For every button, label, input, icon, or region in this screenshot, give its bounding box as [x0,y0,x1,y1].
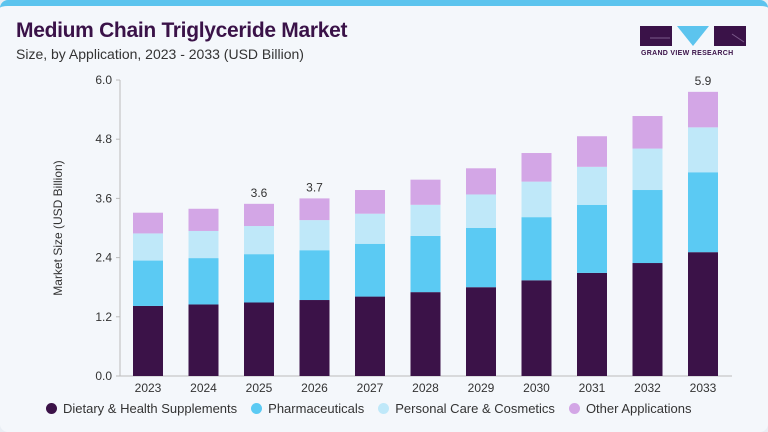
bar-segment-other-applications [577,136,607,167]
bar-segment-other-applications [632,116,663,149]
bar-segment-dietary-health-supplements [632,263,663,376]
bar-segment-dietary-health-supplements [355,296,385,376]
bar-segment-pharmaceuticals [355,243,385,297]
bar-segment-pharmaceuticals [133,260,163,306]
logo-mark-icon [640,26,746,46]
x-tick-label: 2023 [135,381,162,395]
bar-segment-personal-care-cosmetics [577,166,607,205]
bar-segment-dietary-health-supplements [133,305,163,376]
bar-segment-personal-care-cosmetics [133,233,163,261]
x-tick-label: 2024 [190,381,217,395]
total-label: 5.9 [695,74,712,88]
total-label: 3.6 [251,186,268,200]
y-tick-label: 2.4 [95,251,112,265]
legend-label: Other Applications [585,401,692,416]
x-tick-label: 2028 [412,381,439,395]
y-tick-label: 3.6 [95,191,112,205]
y-axis-label: Market Size (USD Billion) [51,160,65,295]
x-tick-label: 2025 [246,381,273,395]
bar-segment-pharmaceuticals [466,228,496,288]
bar-segment-pharmaceuticals [188,258,219,305]
legend-label: Pharmaceuticals [268,401,365,416]
bar-segment-personal-care-cosmetics [244,226,274,255]
legend-item: Pharmaceuticals [251,401,364,416]
legend-label: Personal Care & Cosmetics [395,401,555,416]
bar-segment-personal-care-cosmetics [355,213,385,244]
bar-segment-other-applications [521,153,552,182]
legend-item: Other Applications [568,401,692,416]
y-tick-label: 6.0 [95,73,112,87]
bar-segment-pharmaceuticals [521,217,552,281]
bar-segment-pharmaceuticals [632,190,663,264]
legend-dot-icon [568,403,580,414]
bar-segment-personal-care-cosmetics [410,204,441,236]
bar-segment-personal-care-cosmetics [688,127,718,173]
x-tick-label: 2026 [301,381,328,395]
bar-segment-dietary-health-supplements [244,302,274,376]
y-tick-label: 4.8 [95,132,112,146]
x-tick-label: 2027 [357,381,384,395]
bar-segment-other-applications [244,203,274,227]
legend-dot-icon [251,403,263,414]
bar-segment-pharmaceuticals [299,250,330,301]
bar-segment-other-applications [133,212,163,234]
y-tick-label: 1.2 [95,310,112,324]
bar-segment-other-applications [466,168,496,195]
legend-dot-icon [46,403,57,414]
bar-segment-personal-care-cosmetics [299,220,330,251]
bar-segment-personal-care-cosmetics [466,194,496,228]
bar-segment-dietary-health-supplements [410,292,441,376]
bar-segment-other-applications [688,91,718,128]
bar-segment-personal-care-cosmetics [521,181,552,218]
bar-segment-other-applications [410,179,441,205]
bar-segment-dietary-health-supplements [577,272,607,376]
y-tick-label: 0.0 [95,369,112,383]
legend-item: Personal Care & Cosmetics [378,401,555,416]
bar-segment-other-applications [355,190,385,214]
bar-segment-pharmaceuticals [688,172,718,253]
bar-segment-personal-care-cosmetics [632,148,663,191]
x-tick-label: 2031 [579,381,606,395]
legend-item: Dietary & Health Supplements [46,401,237,416]
bar-segment-dietary-health-supplements [521,280,552,376]
bar-segment-pharmaceuticals [410,235,441,293]
x-tick-label: 2033 [690,381,717,395]
chart-subtitle: Size, by Application, 2023 - 2033 (USD B… [16,46,304,62]
total-label: 3.7 [306,180,323,194]
logo-text: GRAND VIEW RESEARCH [641,50,734,57]
chart-title: Medium Chain Triglyceride Market [16,19,348,42]
bar-segment-other-applications [188,208,219,231]
bar-segment-dietary-health-supplements [188,304,219,376]
bar-segment-other-applications [299,198,330,221]
bar-segment-pharmaceuticals [577,204,607,273]
x-tick-label: 2029 [468,381,495,395]
legend-label: Dietary & Health Supplements [63,401,238,416]
legend: Dietary & Health Supplements Pharmaceutic… [46,401,691,416]
x-tick-label: 2030 [523,381,550,395]
legend-dot-icon [378,403,390,414]
gvr-logo [640,26,746,53]
bar-segment-dietary-health-supplements [466,287,496,376]
bar-segment-pharmaceuticals [244,254,274,303]
bar-segment-dietary-health-supplements [299,300,330,376]
bar-segment-dietary-health-supplements [688,252,718,376]
bar-segment-personal-care-cosmetics [188,230,219,259]
x-tick-label: 2032 [634,381,661,395]
